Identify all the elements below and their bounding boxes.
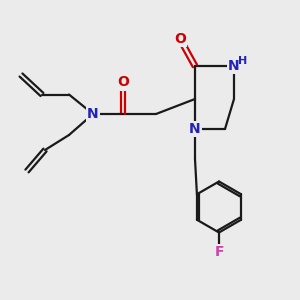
Text: N: N [87,107,99,121]
Text: N: N [189,122,201,136]
Text: N: N [228,59,240,73]
Text: H: H [238,56,247,67]
Text: O: O [174,32,186,46]
Text: F: F [214,245,224,259]
Text: O: O [117,76,129,89]
